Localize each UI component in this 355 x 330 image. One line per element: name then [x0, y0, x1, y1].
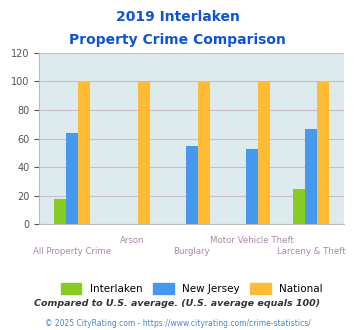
Text: 2019 Interlaken: 2019 Interlaken [116, 10, 239, 24]
Text: Burglary: Burglary [173, 247, 210, 256]
Bar [294, 189, 305, 224]
Text: Motor Vehicle Theft: Motor Vehicle Theft [209, 236, 294, 246]
Text: Property Crime Comparison: Property Crime Comparison [69, 33, 286, 47]
Bar [198, 82, 210, 224]
Bar [186, 146, 198, 224]
Bar [257, 82, 269, 224]
Text: Larceny & Theft: Larceny & Theft [277, 247, 346, 256]
Bar [246, 148, 257, 224]
Bar [138, 82, 150, 224]
Text: © 2025 CityRating.com - https://www.cityrating.com/crime-statistics/: © 2025 CityRating.com - https://www.city… [45, 319, 310, 328]
Bar [305, 129, 317, 224]
Bar [78, 82, 90, 224]
Text: Arson: Arson [120, 236, 144, 246]
Bar [317, 82, 329, 224]
Legend: Interlaken, New Jersey, National: Interlaken, New Jersey, National [56, 279, 327, 298]
Bar [54, 199, 66, 224]
Text: All Property Crime: All Property Crime [33, 247, 111, 256]
Text: Compared to U.S. average. (U.S. average equals 100): Compared to U.S. average. (U.S. average … [34, 299, 321, 308]
Bar [66, 133, 78, 224]
